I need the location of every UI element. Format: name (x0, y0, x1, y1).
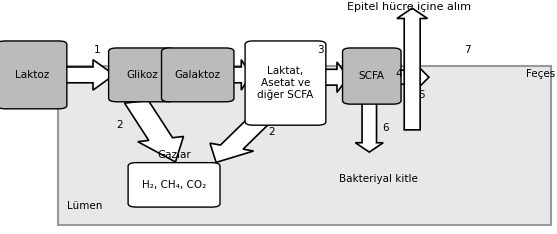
FancyBboxPatch shape (109, 48, 175, 102)
FancyBboxPatch shape (343, 48, 401, 104)
Text: Feçes: Feçes (526, 69, 556, 79)
Text: Laktoz: Laktoz (15, 70, 49, 80)
Polygon shape (320, 62, 348, 92)
Polygon shape (395, 64, 429, 91)
Text: 2: 2 (268, 127, 275, 137)
Text: Laktat,
Asetat ve
diğer SCFA: Laktat, Asetat ve diğer SCFA (257, 66, 314, 100)
FancyBboxPatch shape (0, 41, 67, 109)
Text: SCFA: SCFA (359, 71, 385, 81)
Text: 1: 1 (94, 45, 101, 55)
Polygon shape (355, 101, 383, 152)
Polygon shape (397, 8, 428, 130)
Text: 7: 7 (465, 45, 471, 55)
Polygon shape (125, 100, 183, 162)
Text: 6: 6 (383, 123, 389, 132)
Text: Lümen: Lümen (67, 201, 102, 211)
Text: Epitel hücre içine alım: Epitel hücre içine alım (348, 2, 471, 12)
Polygon shape (227, 60, 251, 90)
Text: Gazlar: Gazlar (158, 150, 191, 160)
Text: 5: 5 (418, 90, 424, 100)
Text: 2: 2 (116, 120, 123, 130)
Polygon shape (210, 120, 268, 162)
Text: Glikoz: Glikoz (126, 70, 158, 80)
Polygon shape (61, 60, 114, 90)
FancyBboxPatch shape (58, 66, 551, 225)
FancyBboxPatch shape (245, 41, 326, 125)
Text: H₂, CH₄, CO₂: H₂, CH₄, CO₂ (142, 180, 206, 190)
FancyBboxPatch shape (162, 48, 234, 102)
Text: Bakteriyal kitle: Bakteriyal kitle (339, 174, 418, 184)
Text: 3: 3 (317, 45, 324, 55)
Text: Galaktoz: Galaktoz (175, 70, 221, 80)
Text: 4: 4 (395, 69, 402, 79)
FancyBboxPatch shape (128, 163, 220, 207)
